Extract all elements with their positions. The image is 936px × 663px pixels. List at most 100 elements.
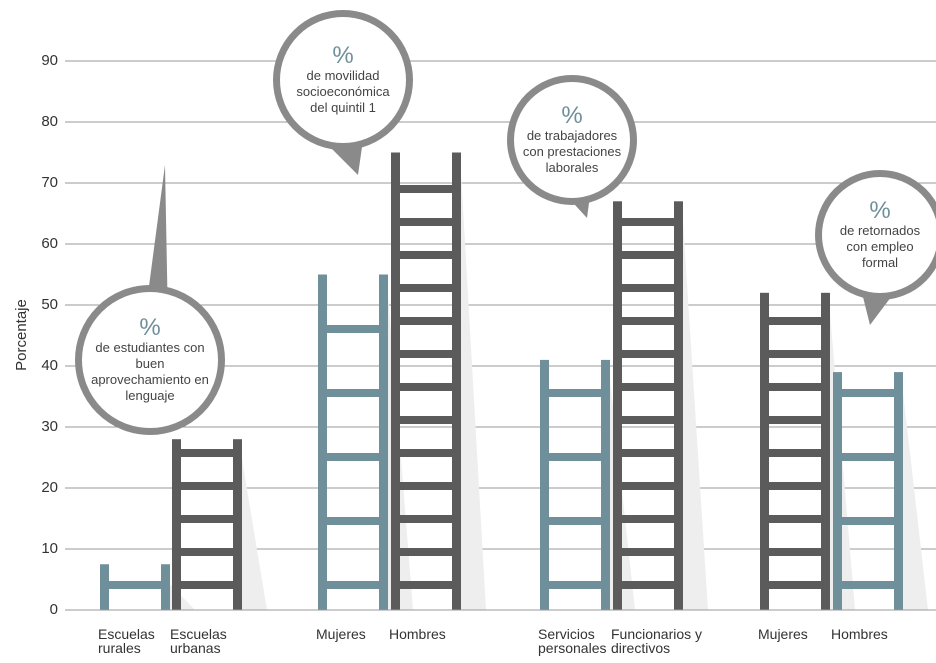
ladder-rung [760,548,830,556]
ladder-rung [391,251,461,259]
annotation-text: de estudiantes con buen aprovechamiento … [91,340,209,403]
annotation-bubble: % de trabajadores con prestaciones labora… [507,75,637,205]
annotation-bubble: % de movilidad socioeconómica del quintil… [273,10,413,150]
y-tick-label: 90 [41,52,58,69]
y-axis-label: Porcentaje [13,299,30,371]
ladder-rung [391,482,461,490]
ladder-rung [391,218,461,226]
ladder-rung [540,517,610,525]
ladder-rung [613,383,683,391]
x-tick-label: Escuelas rurales [98,626,155,656]
ladder-rung [760,350,830,358]
annotation-text: de retornados con empleo formal [839,223,921,270]
ladder-rail [172,439,181,610]
ladder-rung [833,453,903,461]
ladder-rung [833,389,903,397]
ladder-rung [391,449,461,457]
annotation-text: de movilidad socioeconómica del quintil … [296,68,390,115]
ladder-bar [172,439,267,610]
ladder-rung [172,482,242,490]
ladder-rung [318,325,388,333]
ladder-rung [613,581,683,589]
y-tick-label: 80 [41,113,58,130]
y-tick-label: 10 [41,540,58,557]
y-tick-label: 50 [41,296,58,313]
ladder-rung [391,185,461,193]
annotation-symbol: % [139,314,161,341]
ladder-rung [760,515,830,523]
ladder-rung [540,581,610,589]
ladder-shadow [237,459,267,610]
ladder-shadow [898,392,928,610]
ladder-bar [833,372,928,610]
ladder-rung [613,548,683,556]
ladder-rung [760,416,830,424]
ladder-rung [391,317,461,325]
ladder-rail [601,359,610,610]
y-tick-label: 20 [41,479,58,496]
ladder-rung [172,449,242,457]
ladder-rung [172,581,242,589]
ladder-rail [318,274,327,610]
ladder-rung [613,416,683,424]
annotation-text: de trabajadores con prestaciones laboral… [522,128,622,175]
ladder-rung [391,515,461,523]
x-tick-label: Servicios personales [538,626,607,656]
ladder-rung [760,317,830,325]
ladder-rail [391,152,400,610]
ladder-rung [391,284,461,292]
ladder-rung [172,548,242,556]
ladder-rail [613,201,622,611]
ladder-rail [833,372,842,610]
ladder-rung [318,517,388,525]
x-tick-label: Escuelas urbanas [170,626,227,656]
annotation-symbol: % [869,197,891,224]
ladder-rung [318,581,388,589]
ladder-shadow [456,172,486,610]
ladder-rung [760,383,830,391]
ladder-rung [833,581,903,589]
ladder-rail [540,359,549,610]
ladder-rail [452,152,461,610]
ladder-rung [540,453,610,461]
annotation-symbol: % [332,42,354,69]
x-tick-label: Hombres [389,626,446,642]
ladder-rung [318,389,388,397]
x-tick-label: Funcionarios y directivos [611,626,703,656]
ladder-rail [379,274,388,610]
ladder-rung [613,482,683,490]
ladder-rung [391,383,461,391]
ladder-rung [391,350,461,358]
ladder-rung [613,449,683,457]
ladder-rung [833,517,903,525]
ladder-rung [760,581,830,589]
ladder-rung [318,453,388,461]
ladder-rung [613,350,683,358]
ladder-rung [391,548,461,556]
ladder-rung [760,482,830,490]
ladder-rung [100,581,170,589]
ladder-bar [391,152,486,610]
x-tick-label: Mujeres [316,626,366,642]
ladder-rung [613,251,683,259]
x-tick-label: Mujeres [758,626,808,642]
ladder-rail [894,372,903,610]
y-tick-label: 60 [41,235,58,252]
ladder-rung [760,449,830,457]
annotation-bubble: % de retornados con empleo formal [815,170,936,300]
ladder-rung [613,515,683,523]
ladder-rung [613,317,683,325]
ladder-rung [391,581,461,589]
ladder-rail [233,439,242,610]
y-tick-label: 70 [41,174,58,191]
ladder-rung [613,218,683,226]
y-tick-label: 30 [41,418,58,435]
ladder-rail [674,201,683,611]
x-tick-label: Hombres [831,626,888,642]
y-tick-label: 40 [41,357,58,374]
ladder-rung [172,515,242,523]
ladder-shadow [678,221,708,611]
ladder-rung [613,284,683,292]
